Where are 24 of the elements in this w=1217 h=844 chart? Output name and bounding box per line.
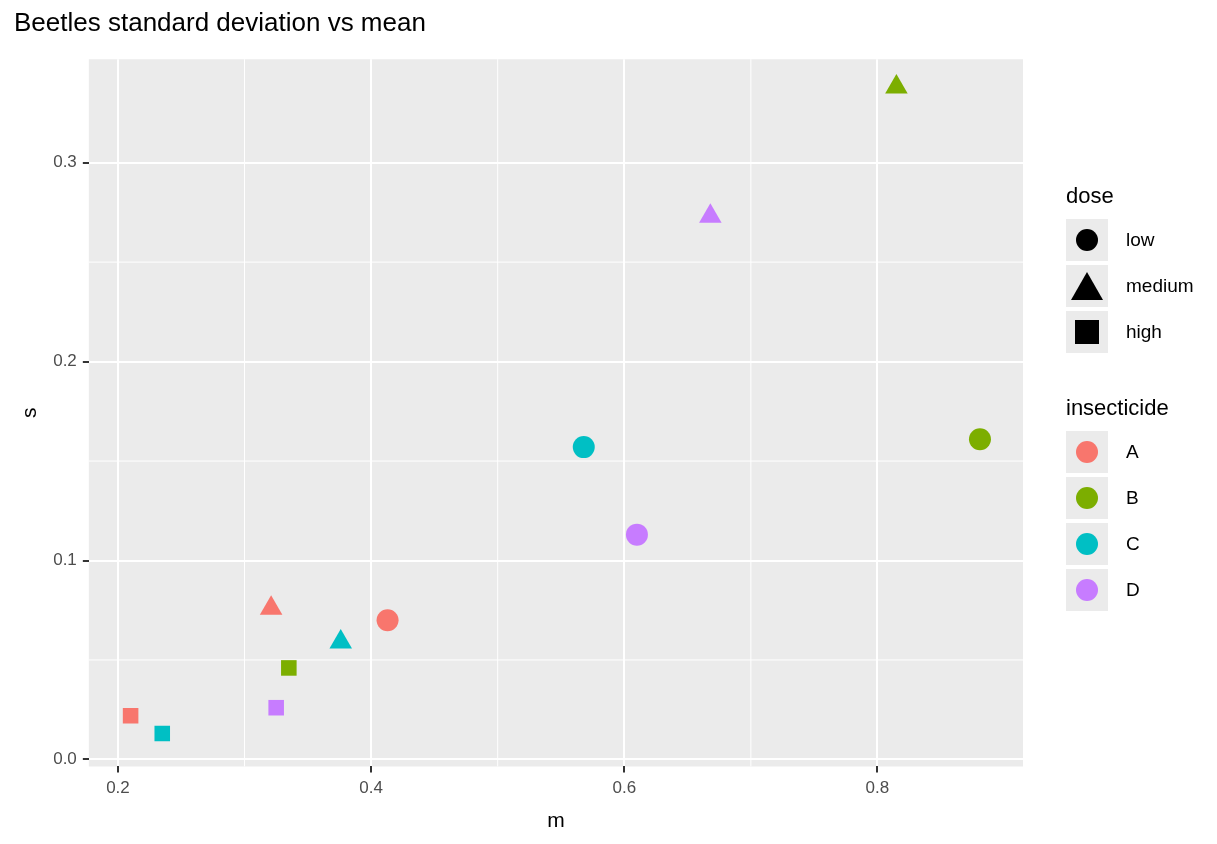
legend-label: D xyxy=(1126,579,1140,601)
chart-title: Beetles standard deviation vs mean xyxy=(14,6,426,37)
text: insecticide xyxy=(1066,395,1169,420)
legend-label: high xyxy=(1126,321,1162,343)
y-tick-label: 0.2 xyxy=(53,351,77,371)
point xyxy=(968,428,991,451)
legend-label: low xyxy=(1126,229,1155,251)
x-axis-title: m xyxy=(547,808,565,832)
text: dose xyxy=(1066,183,1114,208)
legend-label: medium xyxy=(1126,275,1194,297)
y-axis-title: s xyxy=(17,407,41,419)
y-tick-label: 0.1 xyxy=(53,550,77,570)
y-tick-label: 0.0 xyxy=(53,749,77,769)
point xyxy=(699,203,722,223)
x-tick-label: 0.4 xyxy=(359,778,383,798)
legend-label: B xyxy=(1126,487,1139,509)
y-tick-label: 0.3 xyxy=(53,152,77,172)
x-tick-label: 0.6 xyxy=(612,778,637,798)
x-tick-label: 0.2 xyxy=(106,778,130,798)
x-tick-label: 0.8 xyxy=(865,778,890,798)
legend-label: A xyxy=(1126,441,1139,463)
legend-label: C xyxy=(1126,533,1140,555)
point xyxy=(885,74,908,94)
point xyxy=(625,523,648,546)
